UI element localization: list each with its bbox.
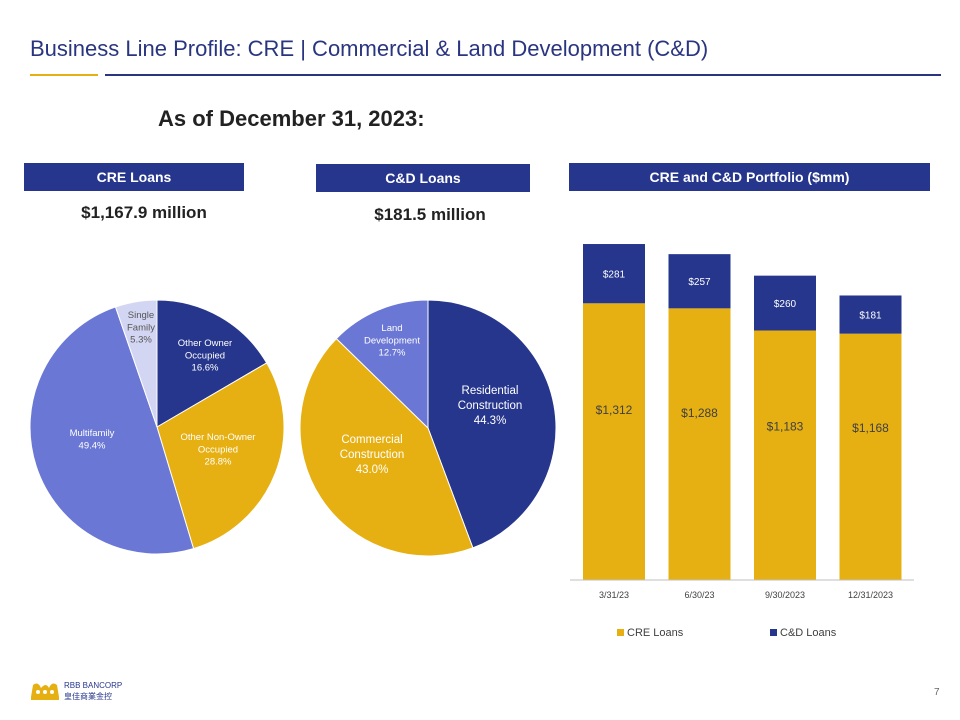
data-label-cd-loans: $260 xyxy=(774,299,797,310)
legend-swatch xyxy=(617,629,624,636)
portfolio-header: CRE and C&D Portfolio ($mm) xyxy=(569,163,930,191)
cre-slice-single-family xyxy=(114,299,158,428)
cre-label-other-non-owner-occupied: Other Non-Owner Occupied 28.8% xyxy=(181,432,256,468)
cd-loans-amount: $181.5 million xyxy=(374,205,486,224)
cre-label-multifamily: Multifamily 49.4% xyxy=(70,428,115,451)
data-label-cre-loans: $1,183 xyxy=(767,419,804,433)
x-tick-label: 9/30/2023 xyxy=(765,590,805,600)
cre-slice-other-non-owner-occupied xyxy=(156,362,285,550)
cd-slice-residential-construction xyxy=(427,299,557,549)
x-tick-label: 3/31/23 xyxy=(599,590,629,600)
bar-cre-loans-9-30-2023 xyxy=(754,330,816,580)
cd-label-land-development: Land Development 12.7% xyxy=(364,323,420,359)
cre-slice-other-owner-occupied xyxy=(156,299,268,428)
bar-cd-loans-12-31-2023 xyxy=(839,295,902,334)
legend-item-c-d-loans: C&D Loans xyxy=(770,627,837,639)
cd-loans-header: C&D Loans xyxy=(316,164,530,192)
crown-icon xyxy=(31,683,59,700)
bar-cre-loans-12-31-2023 xyxy=(839,333,902,580)
slide-title: Business Line Profile: CRE | Commercial … xyxy=(30,36,709,61)
data-label-cd-loans: $257 xyxy=(688,277,711,288)
logo-chinese-name: 皇佳商業金控 xyxy=(64,691,112,701)
data-label-cre-loans: $1,288 xyxy=(681,406,718,420)
page-number: 7 xyxy=(934,687,940,698)
legend-swatch xyxy=(770,629,777,636)
bar-cd-loans-3-31-23 xyxy=(583,244,645,304)
data-label-cre-loans: $1,312 xyxy=(596,403,633,417)
x-tick-label: 12/31/2023 xyxy=(848,590,893,600)
x-tick-label: 6/30/23 xyxy=(684,590,714,600)
legend-label: C&D Loans xyxy=(780,627,837,639)
title-rule-gold xyxy=(30,74,98,76)
as-of-date: As of December 31, 2023: xyxy=(158,106,425,131)
cre-loans-amount: $1,167.9 million xyxy=(81,203,207,222)
cd-label-residential-construction: Residential Construction 44.3% xyxy=(458,385,523,427)
data-label-cd-loans: $281 xyxy=(603,270,626,281)
cre-slice-multifamily xyxy=(29,306,195,555)
cd-slice-commercial-construction xyxy=(299,337,474,557)
data-label-cre-loans: $1,168 xyxy=(852,421,889,435)
cre-loans-header: CRE Loans xyxy=(24,163,244,191)
cd-label-commercial-construction: Commercial Construction 43.0% xyxy=(340,434,405,476)
legend-item-cre-loans: CRE Loans xyxy=(617,627,684,639)
bar-cd-loans-6-30-23 xyxy=(668,254,731,309)
legend-label: CRE Loans xyxy=(627,627,684,639)
logo-name: RBB BANCORP xyxy=(64,681,122,690)
bar-cre-loans-6-30-23 xyxy=(668,308,731,580)
bar-cre-loans-3-31-23 xyxy=(583,303,645,580)
cre-label-single-family: Single Family 5.3% xyxy=(127,310,155,346)
title-rule-navy xyxy=(105,74,941,76)
bar-cd-loans-9-30-2023 xyxy=(754,275,816,331)
cd-slice-land-development xyxy=(335,299,429,430)
data-label-cd-loans: $181 xyxy=(859,311,882,322)
cre-label-other-owner-occupied: Other Owner Occupied 16.6% xyxy=(178,338,232,374)
